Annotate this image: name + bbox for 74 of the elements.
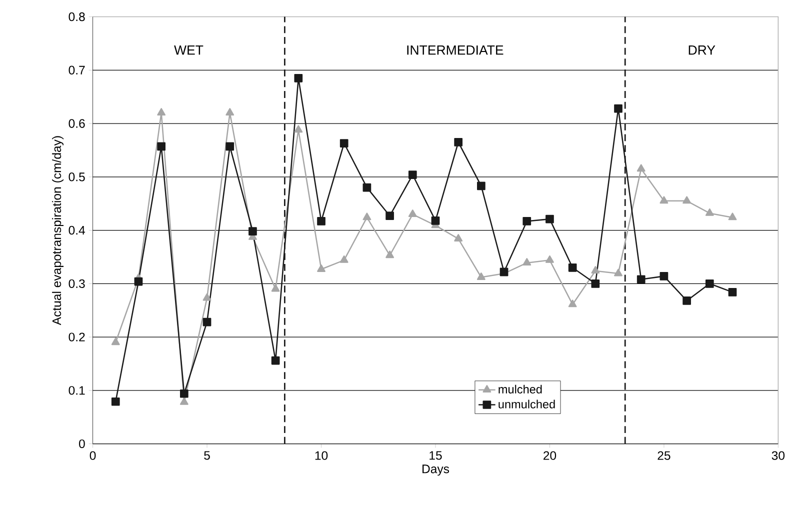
point [477,182,486,190]
point [454,138,463,146]
point [522,258,532,266]
y-tick-label: 0.5 [68,172,85,182]
annotation: INTERMEDIATE [407,46,504,55]
point [180,389,188,398]
point [340,255,348,263]
point [522,217,532,226]
point [591,266,600,274]
y-tick-label: 0.1 [68,386,85,395]
point [476,272,486,280]
legend-label: mulched [498,384,542,394]
point [317,264,326,272]
point [728,288,737,296]
point [728,212,737,220]
y-tick-label: 0.8 [68,12,85,22]
point [271,284,280,292]
point [248,227,257,236]
point [294,74,303,82]
point [568,264,577,272]
point [546,255,554,263]
point [294,125,303,133]
point [111,338,120,346]
point [408,170,417,179]
point [134,277,143,286]
y-tick-label: 0.7 [68,66,85,75]
x-tick-label: 0 [90,451,96,460]
annotation: DRY [688,46,716,55]
point [431,216,440,225]
point [340,139,348,148]
x-tick-label: 15 [430,451,442,460]
point [614,104,622,113]
point [682,296,691,305]
y-tick-label: 0 [79,439,85,448]
point [202,318,212,326]
point [226,108,234,116]
legend-label: unmulched [498,400,555,408]
point [362,183,372,192]
x-tick-label: 10 [315,451,328,460]
point [660,196,668,204]
y-tick-label: 0.6 [68,119,85,128]
point [705,208,714,216]
point [157,142,166,151]
point [546,214,554,224]
y-tick-label: 0.2 [68,332,85,342]
point [386,212,394,220]
point [180,397,188,405]
x-axis-title: Days [422,464,450,476]
point [111,397,120,406]
y-tick-label: 0.3 [68,279,85,288]
y-tick-label: 0.4 [68,226,86,235]
point [202,293,212,301]
point [568,300,577,308]
point [271,356,280,365]
point [362,212,372,220]
x-tick-label: 30 [772,451,785,460]
point [636,164,646,172]
x-tick-label: 25 [658,451,670,460]
y-axis-title: Actual evapotranspiration (cm/day) [52,136,64,326]
point [660,272,668,280]
point [636,275,646,284]
point [705,280,714,288]
point [591,280,600,288]
point [682,196,692,204]
x-tick-label: 20 [544,451,556,460]
point [454,234,463,242]
point [408,210,417,218]
point [317,217,326,226]
point [614,268,622,276]
annotation: WET [174,46,204,55]
point [386,250,394,258]
point [226,142,234,151]
x-tick-label: 5 [204,451,210,460]
point [157,108,166,116]
